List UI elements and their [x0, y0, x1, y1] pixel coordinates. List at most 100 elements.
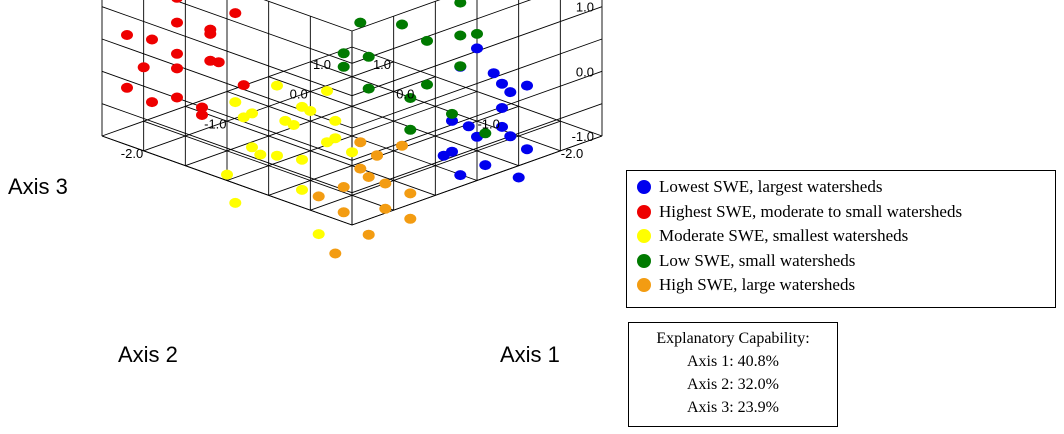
- axis1-tick-label: 0.0: [290, 87, 308, 102]
- data-point: [504, 87, 517, 98]
- grid-line: [310, 120, 561, 211]
- grid-floor: [101, 46, 603, 226]
- data-point: [354, 17, 367, 28]
- tick-labels: -1.00.01.02.0-2.0-1.00.01.0-2.0-1.00.01.…: [121, 0, 594, 161]
- legend-marker-icon: [637, 253, 651, 268]
- data-point: [404, 188, 417, 199]
- data-point: [171, 92, 183, 103]
- data-point: [479, 160, 492, 171]
- data-point: [271, 150, 283, 161]
- data-point: [379, 178, 392, 189]
- legend-label: Highest SWE, moderate to small watershed…: [659, 201, 963, 221]
- axis3-tick-label: 0.0: [576, 64, 594, 79]
- data-point: [204, 24, 217, 35]
- data-point: [137, 62, 150, 73]
- axis1-tick-label: 1.0: [373, 57, 391, 72]
- grid-line: [101, 135, 353, 226]
- data-point: [471, 28, 483, 39]
- data-point: [221, 169, 233, 180]
- data-point: [471, 43, 483, 54]
- legend-item: Lowest SWE, largest watersheds: [637, 175, 1055, 200]
- data-point: [312, 229, 325, 240]
- data-point: [362, 172, 375, 182]
- data-point: [404, 124, 417, 135]
- legend-label: Low SWE, small watersheds: [659, 250, 856, 270]
- axis3-tick-label: 1.0: [576, 0, 594, 15]
- data-point: [329, 133, 342, 144]
- axis2-tick-label: -2.0: [561, 146, 583, 161]
- data-point: [329, 248, 342, 259]
- data-point: [246, 108, 258, 119]
- data-point: [121, 82, 133, 93]
- data-point: [296, 101, 308, 112]
- data-point: [171, 48, 183, 59]
- grid-line: [351, 135, 603, 226]
- axis1-tick-label: -2.0: [121, 146, 143, 161]
- data-point: [404, 93, 417, 103]
- data-point: [362, 51, 375, 62]
- data-point: [196, 102, 208, 113]
- data-point: [362, 83, 375, 94]
- explanatory-capability-box: Explanatory Capability: Axis 1: 40.8% Ax…: [628, 322, 838, 427]
- data-point: [196, 110, 208, 120]
- data-point: [337, 207, 350, 218]
- data-point: [321, 86, 333, 96]
- data-point: [396, 140, 408, 151]
- data-point: [512, 172, 525, 183]
- data-point: [487, 68, 500, 79]
- legend-label: Moderate SWE, smallest watersheds: [659, 226, 909, 246]
- legend-marker-icon: [637, 229, 651, 244]
- data-point: [171, 63, 183, 74]
- legend-label: High SWE, large watersheds: [659, 275, 856, 295]
- axis2-tick-label: 0.0: [396, 87, 414, 102]
- axis2-title: Axis 2: [118, 342, 178, 367]
- data-point: [421, 79, 433, 90]
- data-point: [479, 128, 492, 139]
- data-point: [146, 34, 158, 45]
- explanatory-axis2: Axis 2: 32.0%: [687, 376, 779, 393]
- ordination-3d-plot: -1.00.01.02.0-2.0-1.00.01.0-2.0-1.00.01.…: [8, 0, 603, 367]
- legend-item: Low SWE, small watersheds: [637, 249, 1055, 274]
- legend-item: Highest SWE, moderate to small watershed…: [637, 200, 1055, 225]
- legend-item: High SWE, large watersheds: [637, 273, 1055, 298]
- data-point: [146, 97, 158, 108]
- data-point: [329, 115, 342, 126]
- legend-item: Moderate SWE, smallest watersheds: [637, 224, 1055, 249]
- data-point: [346, 147, 358, 158]
- legend-marker-icon: [637, 180, 651, 195]
- data-point: [496, 103, 508, 113]
- data-point: [362, 229, 375, 240]
- data-points: [121, 0, 533, 259]
- data-point: [337, 61, 350, 72]
- data-point: [354, 163, 367, 174]
- data-point: [521, 80, 533, 91]
- data-point: [171, 17, 183, 28]
- data-point: [446, 108, 458, 119]
- data-point: [496, 121, 508, 132]
- explanatory-axis3: Axis 3: 23.9%: [687, 399, 779, 416]
- data-point: [254, 149, 267, 160]
- explanatory-axis1: Axis 1: 40.8%: [687, 353, 779, 370]
- legend-marker-icon: [637, 278, 651, 293]
- data-point: [462, 121, 475, 132]
- data-point: [271, 80, 283, 91]
- data-point: [404, 213, 417, 224]
- legend-label: Lowest SWE, largest watersheds: [659, 177, 883, 197]
- data-point: [229, 197, 242, 208]
- grid-line: [351, 0, 441, 32]
- data-point: [171, 0, 183, 3]
- data-point: [379, 203, 392, 214]
- legend: Lowest SWE, largest watersheds Highest SW…: [626, 170, 1056, 308]
- data-point: [496, 78, 508, 89]
- data-point: [296, 154, 308, 165]
- data-point: [337, 48, 350, 59]
- data-point: [229, 97, 242, 108]
- data-point: [246, 142, 258, 153]
- data-point: [287, 120, 300, 130]
- data-point: [212, 57, 225, 68]
- grid-line: [172, 0, 353, 64]
- data-point: [296, 184, 308, 195]
- data-point: [371, 150, 383, 161]
- data-point: [446, 115, 458, 126]
- data-point: [396, 19, 408, 30]
